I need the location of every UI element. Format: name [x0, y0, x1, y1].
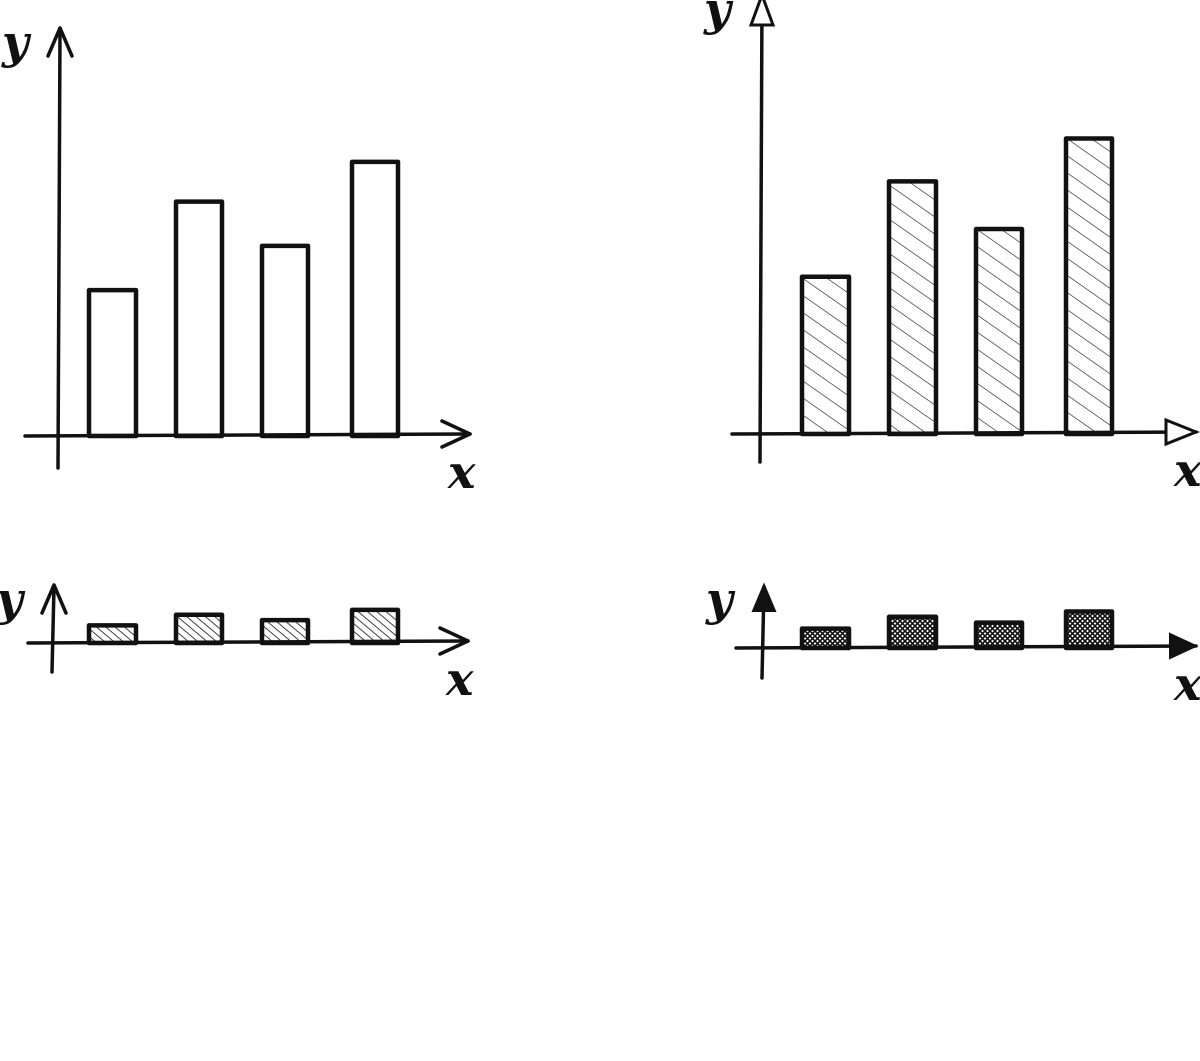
bar-3-4 [349, 607, 401, 646]
bar-4-1 [799, 626, 852, 651]
x-axis-2 [730, 430, 1198, 436]
bar-1-2 [173, 199, 225, 439]
bar-1-3 [259, 243, 311, 439]
x-axis-label-3: x [445, 652, 474, 706]
y-axis-label-4: y [705, 572, 736, 626]
bar-1-4 [349, 159, 401, 439]
bar-chart-1: xy [1, 15, 476, 499]
y-axis-label-1: y [1, 15, 32, 69]
x-axis-arrow-3 [438, 626, 470, 656]
y-axis-2 [758, 0, 764, 464]
bar-3-2 [173, 612, 225, 646]
chart-panel-3: xy [0, 531, 600, 1061]
bar-2-2 [886, 179, 939, 437]
bar-4-2 [886, 614, 939, 651]
y-axis-1 [56, 28, 62, 470]
x-axis-label-1: x [447, 445, 476, 499]
x-axis-label-2: x [1173, 443, 1200, 497]
bar-chart-4: xy [705, 572, 1200, 711]
bar-4-4 [1063, 609, 1115, 651]
bar-2-4 [1063, 136, 1115, 437]
x-axis-4 [734, 644, 1198, 650]
y-axis-arrow-3 [40, 583, 68, 615]
x-axis-3 [26, 639, 470, 645]
bar-chart-3: xy [0, 572, 474, 706]
y-axis-label-3: y [0, 572, 26, 626]
x-axis-arrow-1 [440, 419, 472, 449]
x-axis-label-4: x [1173, 657, 1200, 711]
bar-1-1 [86, 287, 139, 439]
bar-chart-2: xy [703, 0, 1200, 497]
x-axis-1 [23, 432, 472, 438]
bar-3-1 [86, 623, 139, 646]
x-axis-arrow-4 [1169, 632, 1199, 660]
y-axis-3 [50, 585, 56, 674]
bar-3-3 [259, 617, 311, 646]
x-axis-arrow-2 [1164, 417, 1200, 447]
bar-2-3 [973, 226, 1025, 437]
y-axis-label-2: y [703, 0, 734, 36]
y-axis-arrow-1 [46, 26, 74, 58]
y-axis-arrow-2 [748, 0, 776, 27]
bar-4-3 [973, 620, 1025, 651]
y-axis-arrow-4 [751, 582, 777, 612]
bar-2-1 [799, 274, 852, 437]
